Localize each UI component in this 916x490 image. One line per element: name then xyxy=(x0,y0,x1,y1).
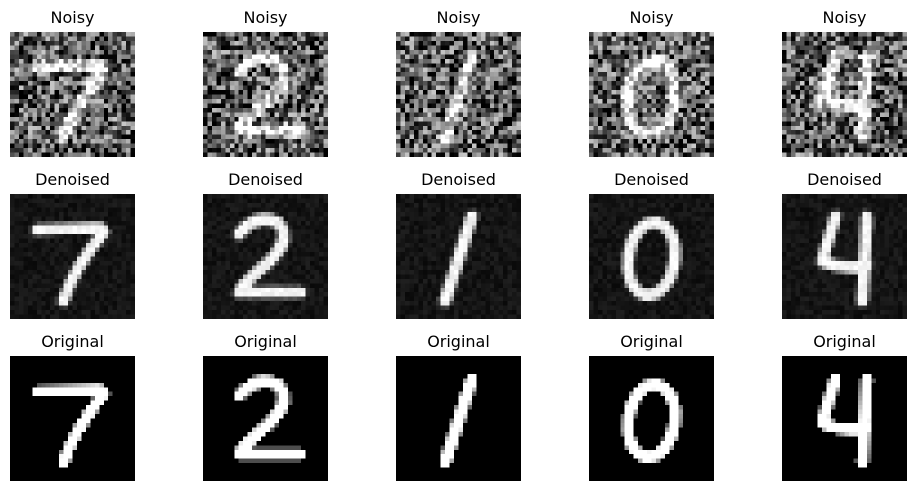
noisy-panel: Noisy xyxy=(396,8,521,157)
denoised-digit-image xyxy=(589,194,714,319)
noisy-title: Noisy xyxy=(50,8,95,27)
original-digit-image xyxy=(203,356,328,481)
original-panel: Original xyxy=(782,332,907,481)
denoised-panel: Denoised xyxy=(10,170,135,319)
denoised-title: Denoised xyxy=(614,170,689,189)
denoised-panel: Denoised xyxy=(396,170,521,319)
original-digit-image xyxy=(396,356,521,481)
denoised-panel: Denoised xyxy=(203,170,328,319)
original-title: Original xyxy=(427,332,490,351)
noisy-panel: Noisy xyxy=(589,8,714,157)
noisy-digit-image xyxy=(782,32,907,157)
original-title: Original xyxy=(41,332,104,351)
original-digit-image xyxy=(10,356,135,481)
noisy-digit-image xyxy=(10,32,135,157)
denoised-title: Denoised xyxy=(421,170,496,189)
noisy-title: Noisy xyxy=(822,8,867,27)
original-panel: Original xyxy=(10,332,135,481)
denoised-title: Denoised xyxy=(35,170,110,189)
denoised-digit-image xyxy=(203,194,328,319)
noisy-digit-image xyxy=(396,32,521,157)
denoised-panel: Denoised xyxy=(589,170,714,319)
noisy-panel: Noisy xyxy=(10,8,135,157)
denoised-digit-image xyxy=(396,194,521,319)
original-title: Original xyxy=(813,332,876,351)
denoised-digit-image xyxy=(10,194,135,319)
noisy-panel: Noisy xyxy=(782,8,907,157)
denoised-title: Denoised xyxy=(228,170,303,189)
original-title: Original xyxy=(620,332,683,351)
denoised-title: Denoised xyxy=(807,170,882,189)
original-panel: Original xyxy=(203,332,328,481)
noisy-title: Noisy xyxy=(243,8,288,27)
noisy-panel: Noisy xyxy=(203,8,328,157)
noisy-digit-image xyxy=(589,32,714,157)
original-panel: Original xyxy=(396,332,521,481)
original-digit-image xyxy=(782,356,907,481)
denoised-digit-image xyxy=(782,194,907,319)
noisy-title: Noisy xyxy=(436,8,481,27)
denoised-panel: Denoised xyxy=(782,170,907,319)
original-title: Original xyxy=(234,332,297,351)
original-digit-image xyxy=(589,356,714,481)
noisy-title: Noisy xyxy=(629,8,674,27)
noisy-digit-image xyxy=(203,32,328,157)
original-panel: Original xyxy=(589,332,714,481)
